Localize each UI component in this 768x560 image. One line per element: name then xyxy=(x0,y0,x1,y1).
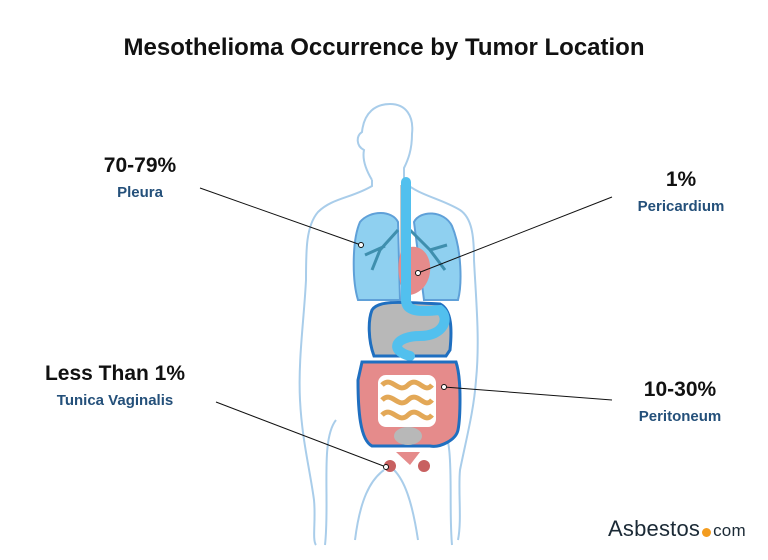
peritoneum-leader xyxy=(443,386,613,401)
bladder xyxy=(394,427,422,445)
pericardium-name: Pericardium xyxy=(637,198,725,215)
logo-brand: Asbestos xyxy=(608,516,701,541)
body-outline xyxy=(298,102,479,546)
pleura-leader xyxy=(199,187,362,246)
tunica-leader xyxy=(215,401,387,468)
peritoneum-percent: 10-30% xyxy=(643,378,717,401)
pleura-percent: 70-79% xyxy=(103,154,177,177)
label-tunica-vaginalis: Less Than 1% Tunica Vaginalis xyxy=(25,362,205,409)
label-pericardium: 1% Pericardium xyxy=(621,168,741,215)
pericardium-percent: 1% xyxy=(665,168,697,191)
esophagus-stomach xyxy=(392,177,450,361)
logo-suffix: com xyxy=(713,521,746,540)
label-pleura: 70-79% Pleura xyxy=(80,154,200,201)
peritoneum-name: Peritoneum xyxy=(638,408,722,425)
asbestos-logo: Asbestos com xyxy=(608,516,746,542)
testis-right xyxy=(418,460,430,472)
label-peritoneum: 10-30% Peritoneum xyxy=(620,378,740,425)
pericardium-leader xyxy=(417,196,613,274)
logo-dot-icon xyxy=(702,528,712,537)
tunica-percent: Less Than 1% xyxy=(44,362,186,385)
tunica-name: Tunica Vaginalis xyxy=(56,392,174,409)
pleura-name: Pleura xyxy=(117,184,163,201)
abdomen-organs xyxy=(367,300,453,358)
diagram-title: Mesothelioma Occurrence by Tumor Locatio… xyxy=(123,34,645,61)
